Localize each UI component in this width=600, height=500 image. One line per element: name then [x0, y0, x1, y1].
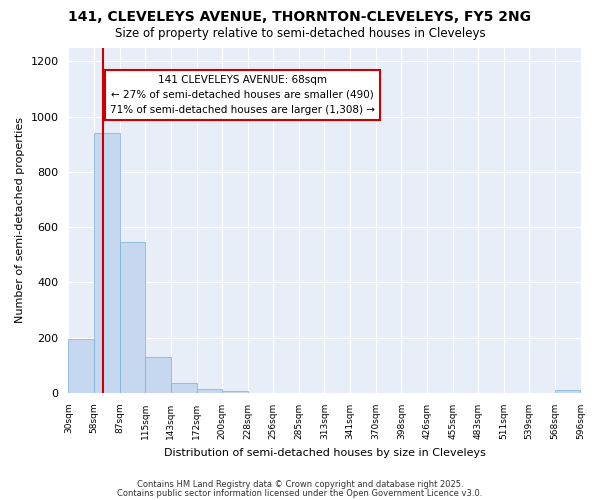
- Text: 141, CLEVELEYS AVENUE, THORNTON-CLEVELEYS, FY5 2NG: 141, CLEVELEYS AVENUE, THORNTON-CLEVELEY…: [68, 10, 532, 24]
- Bar: [68, 339, 94, 393]
- X-axis label: Distribution of semi-detached houses by size in Cleveleys: Distribution of semi-detached houses by …: [164, 448, 485, 458]
- Bar: [170, 384, 197, 393]
- Bar: [197, 389, 222, 393]
- Bar: [222, 391, 248, 393]
- Text: Contains public sector information licensed under the Open Government Licence v3: Contains public sector information licen…: [118, 489, 482, 498]
- Bar: [120, 242, 145, 393]
- Bar: [555, 390, 580, 393]
- Bar: [94, 133, 120, 393]
- Text: 141 CLEVELEYS AVENUE: 68sqm
← 27% of semi-detached houses are smaller (490)
71% : 141 CLEVELEYS AVENUE: 68sqm ← 27% of sem…: [110, 75, 375, 114]
- Bar: [145, 357, 170, 393]
- Text: Contains HM Land Registry data © Crown copyright and database right 2025.: Contains HM Land Registry data © Crown c…: [137, 480, 463, 489]
- Text: Size of property relative to semi-detached houses in Cleveleys: Size of property relative to semi-detach…: [115, 28, 485, 40]
- Y-axis label: Number of semi-detached properties: Number of semi-detached properties: [15, 118, 25, 324]
